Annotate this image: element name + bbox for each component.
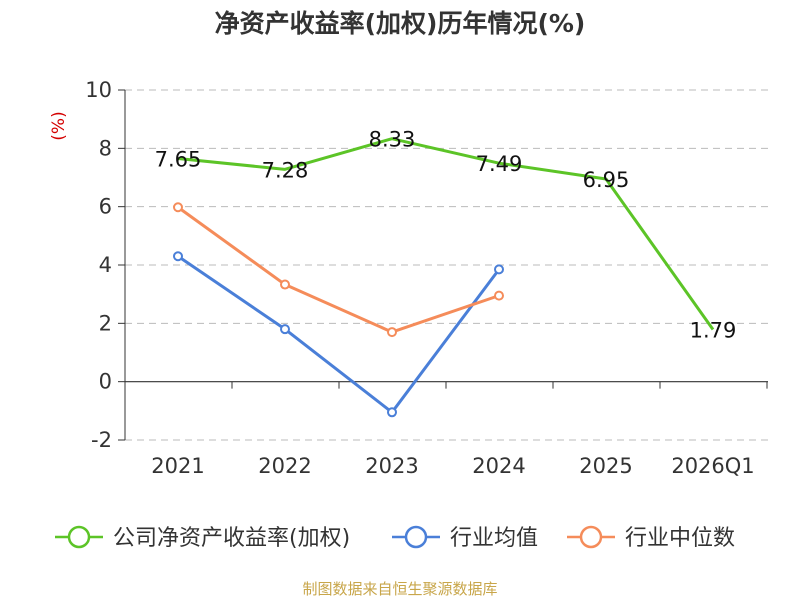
series-lines (173, 137, 715, 418)
legend-marker (579, 525, 603, 549)
legend-label: 行业均值 (450, 526, 538, 551)
data-label: 7.49 (476, 152, 523, 176)
legend-label: 公司净资产收益率(加权) (113, 526, 350, 551)
y-axis-label: (%) (49, 111, 69, 140)
data-point (387, 407, 397, 418)
data-point (387, 327, 397, 338)
x-tick-label: 2025 (579, 454, 632, 478)
axes: 10 8 6 4 2 0 -2 2021 2022 2023 2024 2025 2026Q1 (%) (49, 78, 768, 478)
y-tick-label: 10 (85, 78, 112, 102)
data-point (280, 324, 290, 335)
data-point (173, 202, 183, 213)
data-point (173, 251, 183, 262)
y-tick-label: 6 (99, 195, 112, 219)
y-tick-label: 4 (99, 253, 112, 277)
data-point (494, 290, 504, 301)
data-point (494, 264, 504, 275)
legend-marker (67, 525, 91, 549)
data-label: 7.28 (262, 158, 309, 182)
chart-title: 净资产收益率(加权)历年情况(%) (214, 9, 586, 38)
x-tick-label: 2026Q1 (671, 454, 754, 478)
y-tick-label: 8 (99, 136, 112, 160)
data-label: 6.95 (583, 168, 630, 192)
data-point (280, 279, 290, 290)
x-tick-label: 2023 (365, 454, 418, 478)
data-label: 7.65 (155, 148, 202, 172)
x-tick-label: 2024 (472, 454, 525, 478)
data-label: 8.33 (369, 128, 416, 152)
legend: 公司净资产收益率(加权) 行业均值 行业中位数 (55, 525, 735, 551)
source-note: 制图数据来自恒生聚源数据库 (302, 580, 498, 598)
legend-marker (404, 525, 428, 549)
series-line-1 (177, 255, 501, 414)
y-tick-label: 0 (99, 370, 112, 394)
y-tick-label: -2 (91, 428, 112, 452)
y-tick-label: 2 (99, 311, 112, 335)
x-tick-label: 2022 (258, 454, 311, 478)
data-label: 1.79 (690, 318, 737, 342)
legend-label: 行业中位数 (625, 526, 735, 551)
series-line-0 (177, 137, 715, 331)
x-tick-label: 2021 (151, 454, 204, 478)
series-line-2 (177, 206, 500, 334)
data-labels: 7.65 7.28 8.33 7.49 6.95 1.79 (155, 128, 737, 343)
